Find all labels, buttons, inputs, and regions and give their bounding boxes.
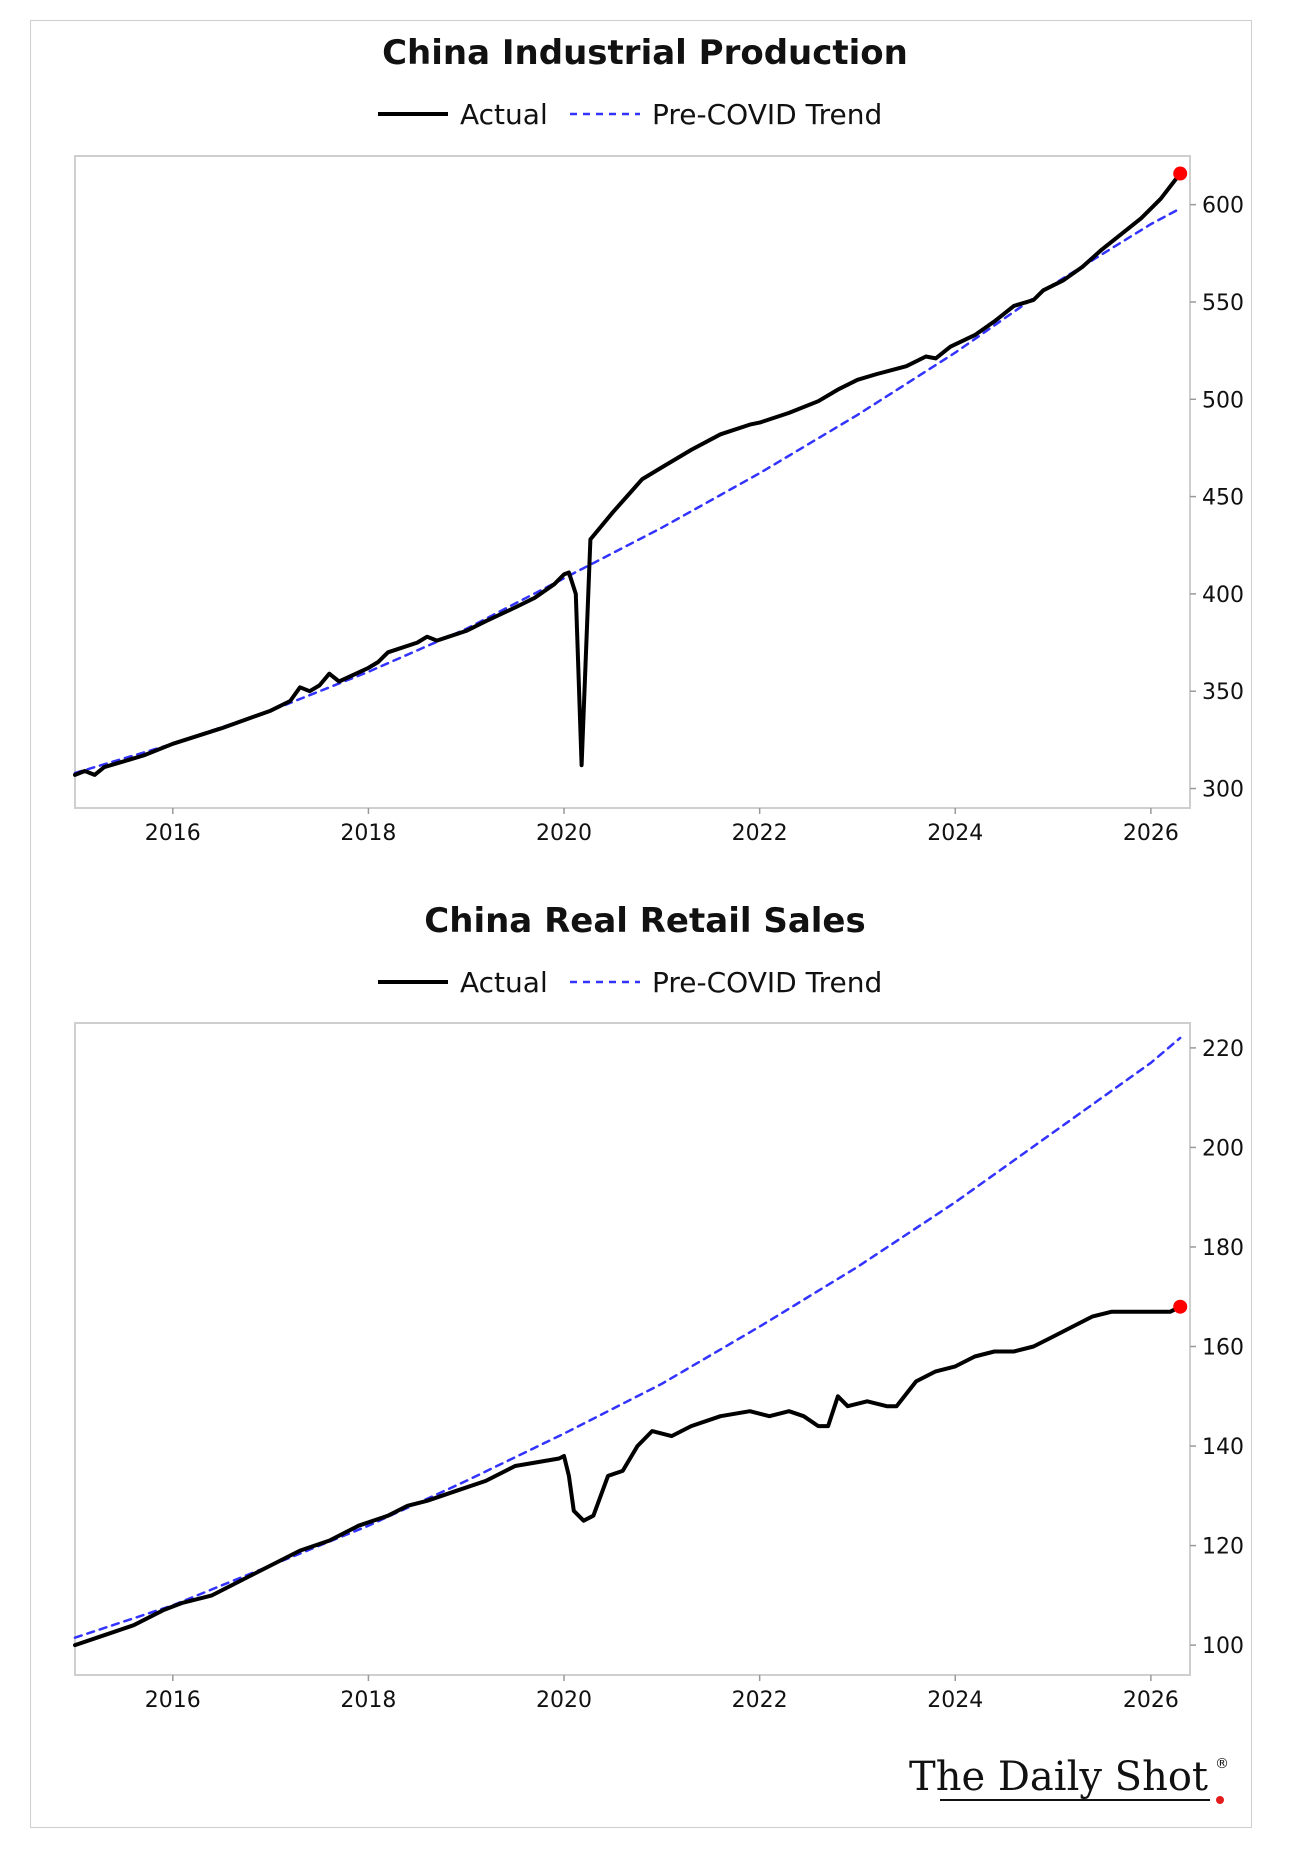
x-axis: 2016 2018 2020 2022 2024 2026 — [145, 1675, 1179, 1713]
y-tick-label: 400 — [1202, 583, 1244, 608]
series-line-actual — [73, 171, 1183, 777]
series-layer — [73, 1036, 1188, 1648]
x-tick-label: 2020 — [536, 1688, 592, 1713]
x-axis: 2016 2018 2020 2022 2024 2026 — [145, 808, 1179, 846]
series-end-marker — [1173, 166, 1188, 181]
plot-area — [74, 155, 1191, 809]
y-tick-label: 450 — [1202, 486, 1244, 511]
y-axis: 300 350 400 450 500 550 600 — [1190, 194, 1244, 803]
series-line-trend — [73, 1036, 1182, 1639]
chart-frame — [30, 20, 1252, 1828]
y-tick-label: 160 — [1202, 1336, 1244, 1361]
brand-logo: The Daily Shot ® — [909, 1754, 1229, 1804]
x-tick-label: 2016 — [145, 1688, 201, 1713]
y-tick-label: 600 — [1202, 194, 1244, 219]
x-tick-label: 2018 — [340, 821, 396, 846]
y-tick-label: 100 — [1202, 1634, 1244, 1659]
legend-label-trend: Pre-COVID Trend — [652, 98, 882, 131]
chart-industrial-production: China Industrial Production Actual Pre-C… — [73, 33, 1244, 846]
legend-label-actual: Actual — [460, 966, 548, 999]
y-tick-label: 180 — [1202, 1236, 1244, 1261]
y-tick-label: 200 — [1202, 1136, 1244, 1161]
brand-dot — [1216, 1796, 1224, 1804]
y-tick-label: 550 — [1202, 291, 1244, 316]
legend-label-actual: Actual — [460, 98, 548, 131]
y-tick-label: 350 — [1202, 680, 1244, 705]
y-tick-label: 140 — [1202, 1435, 1244, 1460]
series-line-trend — [73, 207, 1182, 775]
series-end-marker — [1173, 1299, 1188, 1314]
x-tick-label: 2020 — [536, 821, 592, 846]
legend: Actual Pre-COVID Trend — [378, 98, 882, 131]
chart-title: China Industrial Production — [382, 33, 908, 73]
x-tick-label: 2018 — [340, 1688, 396, 1713]
y-tick-label: 300 — [1202, 778, 1244, 803]
x-tick-label: 2026 — [1123, 1688, 1179, 1713]
x-tick-label: 2026 — [1123, 821, 1179, 846]
y-tick-label: 120 — [1202, 1535, 1244, 1560]
x-tick-label: 2024 — [927, 1688, 983, 1713]
series-line-actual — [73, 1304, 1183, 1648]
plot-area — [74, 1022, 1191, 1676]
legend: Actual Pre-COVID Trend — [378, 966, 882, 999]
series-layer — [73, 166, 1188, 777]
registered-mark: ® — [1215, 1756, 1229, 1772]
y-tick-label: 220 — [1202, 1037, 1244, 1062]
x-tick-label: 2022 — [732, 821, 788, 846]
x-tick-label: 2016 — [145, 821, 201, 846]
chart-real-retail-sales: China Real Retail Sales Actual Pre-COVID… — [73, 901, 1244, 1713]
x-tick-label: 2022 — [732, 1688, 788, 1713]
legend-label-trend: Pre-COVID Trend — [652, 966, 882, 999]
chart-title: China Real Retail Sales — [424, 901, 865, 941]
y-axis: 100 120 140 160 180 200 220 — [1190, 1037, 1244, 1659]
x-tick-label: 2024 — [927, 821, 983, 846]
y-tick-label: 500 — [1202, 388, 1244, 413]
brand-name: The Daily Shot — [909, 1754, 1208, 1800]
